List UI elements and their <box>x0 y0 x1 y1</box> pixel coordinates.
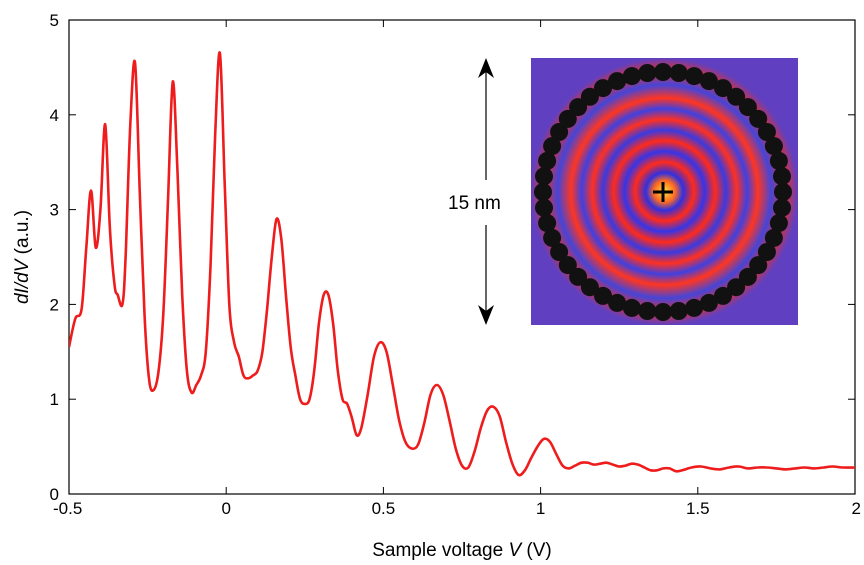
corral-atom <box>569 267 588 286</box>
corral-atom <box>773 167 791 186</box>
corral-atom <box>699 72 718 91</box>
y-axis-label-part: I <box>12 287 33 293</box>
corral-atom <box>773 198 791 217</box>
x-tick-label: 0.5 <box>372 499 396 518</box>
plot-area-frame <box>68 19 856 495</box>
corral-atom <box>535 167 553 186</box>
y-axis-label: dI/dV (a.u.) <box>12 210 33 304</box>
y-tick-label: 1 <box>50 390 59 409</box>
crosshair-plus-icon <box>653 182 673 202</box>
y-tick-label: 2 <box>50 295 59 314</box>
y-axis-label-part: (a.u.) <box>12 210 33 260</box>
corral-atom <box>580 87 599 106</box>
corral-atom <box>685 298 704 317</box>
x-tick-label: 2 <box>852 499 861 518</box>
corral-atom <box>550 243 569 261</box>
y-axis-label-part: V <box>12 257 33 272</box>
y-tick-label: 0 <box>50 485 59 504</box>
double-vertical-arrow-icon <box>478 58 494 325</box>
x-axis-label-part: V <box>508 540 523 561</box>
corral-atom <box>769 151 788 170</box>
corral-atom <box>594 286 612 305</box>
corral-atom <box>714 286 732 305</box>
corral-atom <box>727 87 746 106</box>
corral-atom <box>608 72 627 91</box>
corral-atom <box>685 67 704 86</box>
corral-atom <box>714 79 732 98</box>
corral-atom <box>535 198 553 217</box>
x-tick-label: 1 <box>536 499 545 518</box>
x-tick-label: -0.5 <box>53 499 82 518</box>
corral-atom <box>738 267 757 286</box>
corral-atom-ring <box>534 63 792 321</box>
corral-atom <box>534 183 552 201</box>
corral-atom <box>558 109 577 128</box>
corral-atom <box>550 123 569 141</box>
corral-atom <box>749 109 768 128</box>
corral-atom <box>738 98 757 117</box>
corral-atom <box>669 64 688 82</box>
corral-atom <box>727 278 746 297</box>
corral-atom <box>764 228 783 247</box>
x-tick-label: 0 <box>221 499 230 518</box>
y-tick-label: 4 <box>50 106 59 125</box>
y-axis-label-part: d <box>12 292 33 304</box>
corral-atom <box>757 243 776 261</box>
corral-atom <box>699 293 718 312</box>
corral-atom <box>543 137 562 156</box>
corral-atom <box>580 278 599 297</box>
scale-label: 15 nm <box>448 193 501 214</box>
y-tick-label: 5 <box>50 11 59 30</box>
series-line-didv <box>69 51 855 477</box>
corral-atom <box>638 302 657 320</box>
x-axis-label-part: (V) <box>521 540 552 561</box>
corral-atom <box>769 214 788 233</box>
y-axis-label-part: /d <box>12 271 33 290</box>
x-tick-label: 1.5 <box>686 499 710 518</box>
corral-atom <box>594 79 612 98</box>
corral-atom <box>638 64 657 82</box>
y-tick-label: 3 <box>50 201 59 220</box>
corral-atom <box>669 302 688 320</box>
corral-atom <box>774 183 792 201</box>
corral-atom <box>569 98 588 117</box>
corral-atom <box>654 303 672 321</box>
corral-atom <box>558 256 577 275</box>
corral-atom <box>757 123 776 141</box>
corral-atom <box>622 298 641 317</box>
corral-atom <box>622 67 641 86</box>
corral-atom <box>654 63 672 81</box>
corral-atom <box>543 228 562 247</box>
corral-atom <box>608 293 627 312</box>
inset-ldos-map <box>531 58 798 325</box>
corral-atom <box>538 214 557 233</box>
axis-ticks <box>68 19 856 495</box>
corral-atom <box>764 137 783 156</box>
x-axis-label: Sample voltage V (V) <box>372 540 552 561</box>
x-axis-label-part: Sample voltage <box>372 540 508 561</box>
corral-atom <box>538 151 557 170</box>
corral-atom <box>749 256 768 275</box>
